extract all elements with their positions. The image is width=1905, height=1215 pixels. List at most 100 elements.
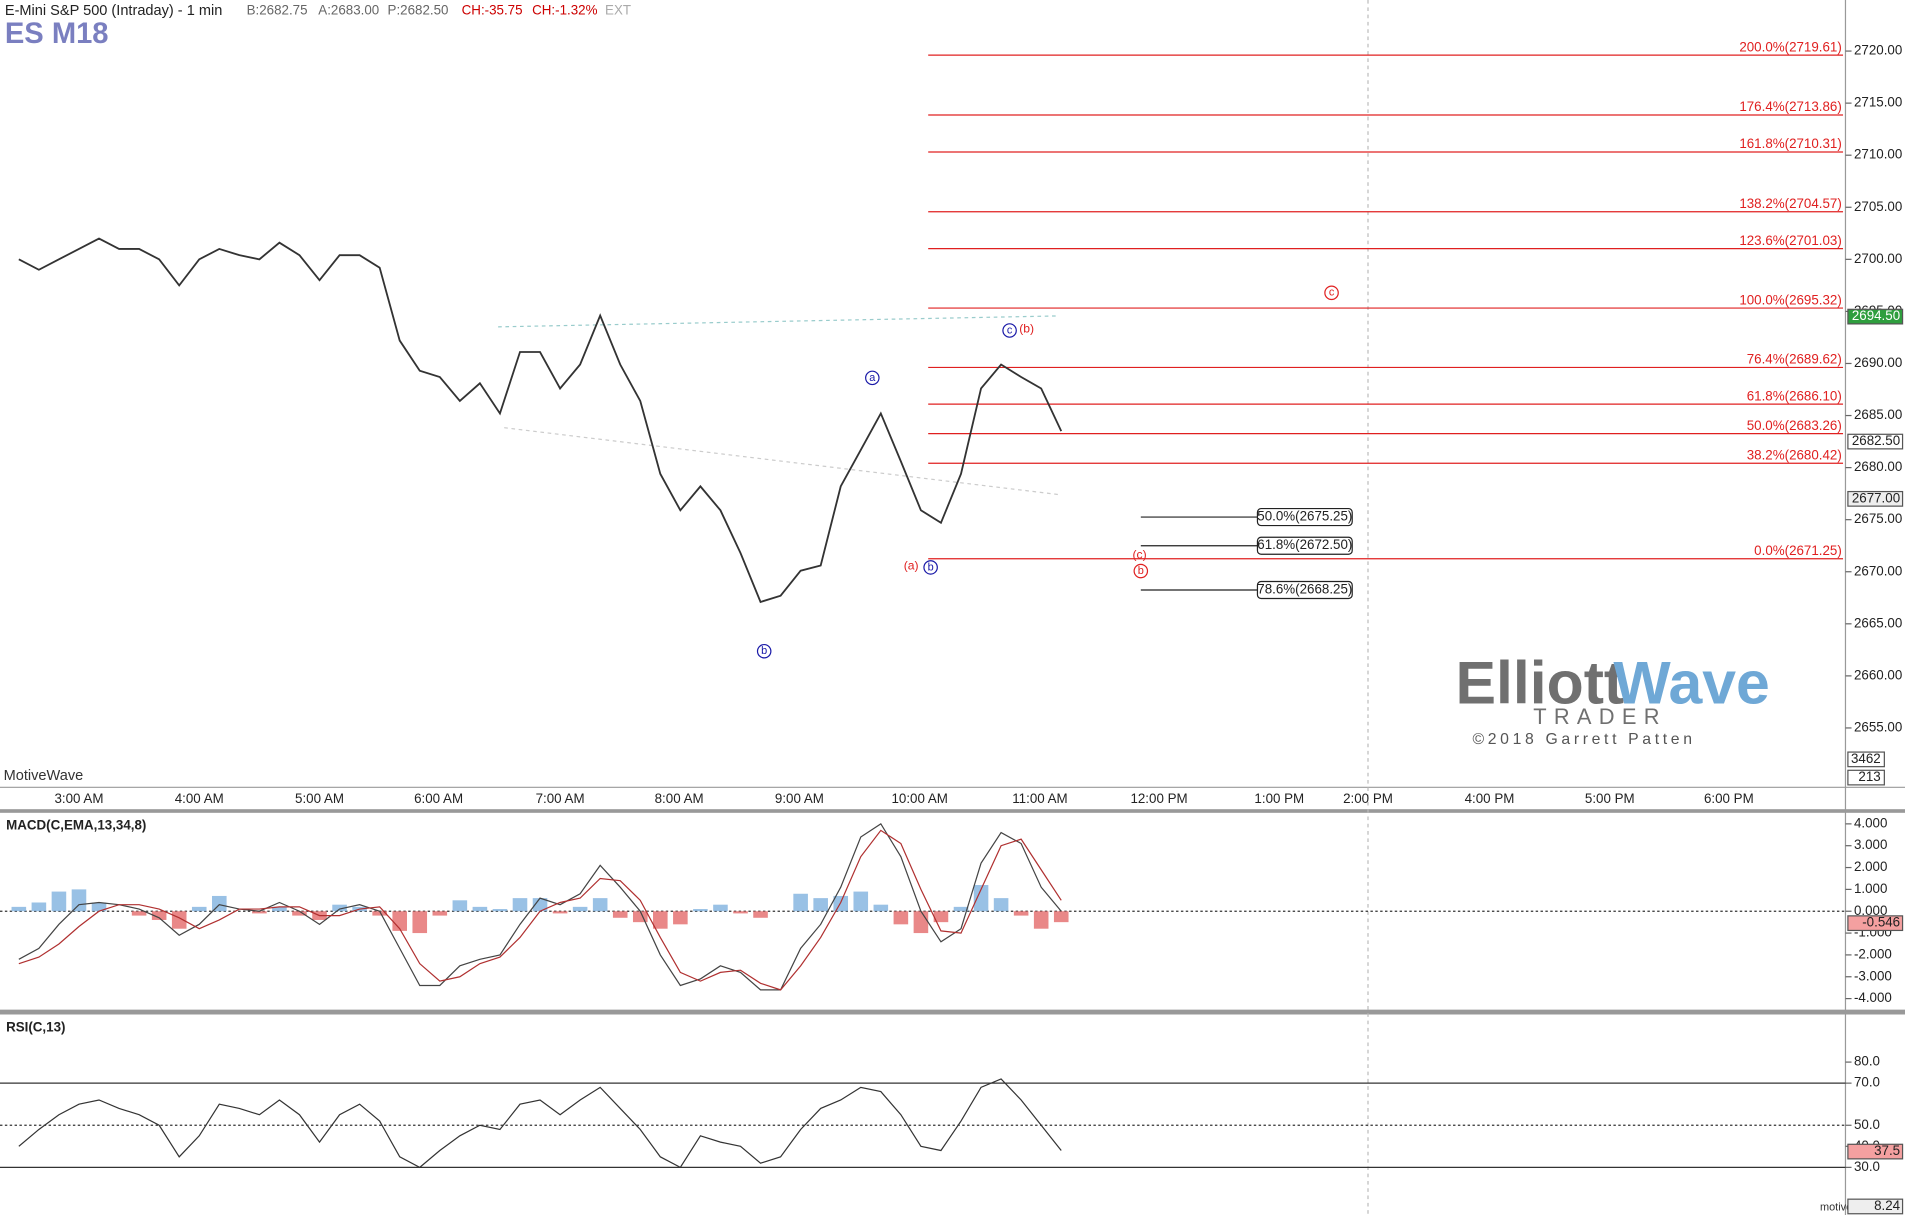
histogram-bar (532, 898, 548, 912)
histogram-bar (272, 906, 287, 912)
y-tick-label: 2670.00 (1854, 563, 1902, 578)
brand: MotiveWave (4, 768, 84, 784)
wave-circle (1002, 323, 1017, 338)
axis-badge-label: 37.5 (1874, 1143, 1900, 1158)
wave-label: c (1329, 287, 1335, 299)
y-tick-label: 30.0 (1854, 1159, 1880, 1174)
histogram-bar (933, 911, 949, 923)
x-tick-label: 5:00 AM (295, 791, 344, 806)
x-tick-label: 4:00 PM (1465, 791, 1515, 806)
x-tick-label: 5:00 PM (1585, 791, 1635, 806)
axis-badge-label: 2682.50 (1852, 433, 1900, 448)
wave-label: c (1007, 324, 1013, 336)
change: CH:-35.75 (462, 3, 523, 18)
histogram-bar (653, 911, 668, 929)
panel-separator (0, 1009, 1905, 1015)
volume-badge (1847, 751, 1885, 768)
wave-label: a (869, 372, 876, 384)
y-tick-label: -2.000 (1854, 946, 1892, 961)
y-tick-label: -4.000 (1854, 990, 1892, 1005)
y-tick-label: 2720.00 (1854, 43, 1902, 58)
x-tick-label: 9:00 AM (775, 791, 824, 806)
histogram-bar (392, 911, 407, 931)
panel-separator (0, 809, 1905, 813)
histogram-bar (693, 909, 708, 912)
y-tick-label: 2680.00 (1854, 459, 1902, 474)
histogram-bar (793, 893, 808, 912)
fib-label: 61.8%(2686.10) (1747, 388, 1842, 403)
volume-badge-label: 213 (1858, 769, 1880, 784)
x-tick-label: 6:00 AM (414, 791, 463, 806)
axis-badge-label: -0.546 (1862, 915, 1900, 930)
histogram-bar (1053, 911, 1069, 923)
axis-badge-label: 8.24 (1874, 1198, 1901, 1213)
histogram-bar (472, 906, 488, 912)
fib-label: 38.2%(2680.42) (1747, 447, 1842, 462)
y-tick-label: 0.000 (1854, 903, 1887, 918)
x-tick-label: 1:00 PM (1254, 791, 1304, 806)
wave-label: b (761, 645, 767, 657)
histogram-bar (91, 902, 107, 912)
y-tick-label: 2685.00 (1854, 407, 1902, 422)
histogram-bar (572, 906, 588, 912)
y-tick-label: 2715.00 (1854, 95, 1902, 110)
histogram-bar (372, 911, 387, 916)
fib-label: 200.0%(2719.61) (1739, 39, 1842, 54)
histogram-bar (673, 911, 688, 925)
rsi-line (18, 1078, 1062, 1169)
wave-circle (756, 643, 772, 659)
fib-label: 0.0%(2671.25) (1754, 543, 1842, 558)
axis-badge-label: 2677.00 (1852, 490, 1900, 505)
histogram-bar (873, 904, 889, 912)
histogram-bar (292, 911, 307, 916)
price-line (18, 237, 1063, 604)
x-tick-label: 7:00 AM (536, 791, 585, 806)
y-tick-label: 2705.00 (1854, 199, 1902, 214)
wave-label: (b) (1019, 321, 1034, 335)
histogram-bar (11, 906, 27, 912)
watermark: Wave (1613, 649, 1769, 717)
y-tick-label: 50.0 (1854, 1117, 1880, 1132)
histogram-bar (1013, 911, 1029, 916)
ext: EXT (605, 3, 631, 18)
y-tick-label: 2710.00 (1854, 147, 1902, 162)
signal-line (18, 829, 1062, 991)
axis-badge (1847, 1198, 1904, 1215)
histogram-bar (332, 904, 347, 912)
axis-badge (1847, 308, 1904, 325)
histogram-bar (733, 911, 748, 914)
last-price: P:2682.50 (388, 3, 449, 18)
y-tick-label: 2700.00 (1854, 251, 1902, 266)
axis-badge-label: 2694.50 (1852, 308, 1900, 323)
symbol: ES M18 (5, 18, 109, 50)
fib-label: 176.4%(2713.86) (1739, 99, 1842, 114)
histogram-bar (452, 900, 468, 912)
bid: B:2682.75 (247, 3, 308, 18)
x-tick-label: 3:00 AM (54, 791, 103, 806)
wave-label: (a) (904, 558, 919, 572)
volume-badge-label: 3462 (1851, 751, 1881, 766)
histogram-bar (71, 889, 87, 912)
watermark: Elliott (1455, 649, 1624, 717)
histogram-bar (252, 911, 267, 914)
y-tick-label: -3.000 (1854, 968, 1892, 983)
retracement-label: 61.8%(2672.50) (1257, 537, 1352, 552)
retracement-box (1256, 580, 1353, 600)
axis-badge (1847, 1143, 1904, 1160)
histogram-bar (813, 898, 828, 912)
histogram-bar (612, 911, 628, 918)
histogram-bar (191, 906, 207, 912)
wave-label: b (1138, 565, 1144, 577)
y-tick-label: 80.0 (1854, 1054, 1880, 1069)
histogram-bar (151, 911, 167, 920)
x-tick-label: 8:00 AM (655, 791, 704, 806)
histogram-bar (713, 904, 728, 912)
fib-label: 100.0%(2695.32) (1739, 292, 1842, 307)
axis-badge (1847, 915, 1904, 932)
histogram-bar (1033, 911, 1049, 929)
y-tick-label: 2655.00 (1854, 719, 1902, 734)
axis-badge (1847, 490, 1904, 507)
